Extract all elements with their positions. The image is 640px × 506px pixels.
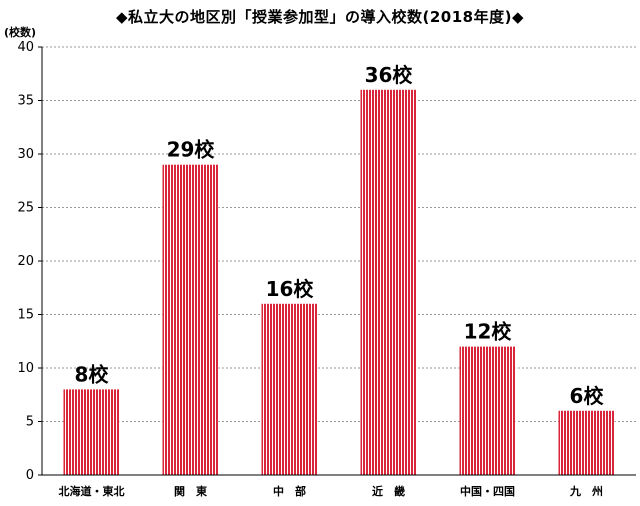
x-tick-label: 中 部 bbox=[273, 484, 306, 498]
chart-title: ◆私立大の地区別「授業参加型」の導入校数(2018年度)◆ bbox=[115, 8, 525, 26]
data-label: 29校 bbox=[167, 138, 216, 162]
x-tick-label: 九 州 bbox=[569, 484, 603, 498]
data-label: 8校 bbox=[75, 362, 110, 386]
y-tick-label: 30 bbox=[17, 147, 34, 162]
data-label: 6校 bbox=[570, 384, 605, 408]
bar bbox=[459, 346, 516, 475]
y-tick-label: 15 bbox=[17, 308, 34, 323]
x-tick-label: 関 東 bbox=[174, 484, 208, 498]
y-tick-label: 5 bbox=[26, 415, 34, 430]
y-tick-label: 35 bbox=[17, 94, 34, 109]
x-tick-label: 北海道・東北 bbox=[59, 484, 125, 498]
y-tick-label: 40 bbox=[17, 40, 34, 55]
y-tick-label: 20 bbox=[17, 254, 34, 269]
y-tick-label: 10 bbox=[17, 361, 34, 376]
bar bbox=[558, 410, 615, 475]
y-tick-label: 0 bbox=[26, 468, 34, 483]
bar bbox=[162, 164, 219, 475]
bar bbox=[63, 389, 120, 475]
bar bbox=[261, 303, 318, 475]
data-label: 12校 bbox=[464, 320, 513, 344]
y-tick-label: 25 bbox=[17, 201, 34, 216]
data-label: 16校 bbox=[266, 277, 315, 301]
bar bbox=[360, 89, 417, 476]
y-axis-label: (校数) bbox=[4, 26, 37, 39]
x-tick-label: 近 畿 bbox=[372, 484, 405, 498]
x-tick-label: 中国・四国 bbox=[460, 484, 515, 498]
data-label: 36校 bbox=[365, 63, 414, 87]
